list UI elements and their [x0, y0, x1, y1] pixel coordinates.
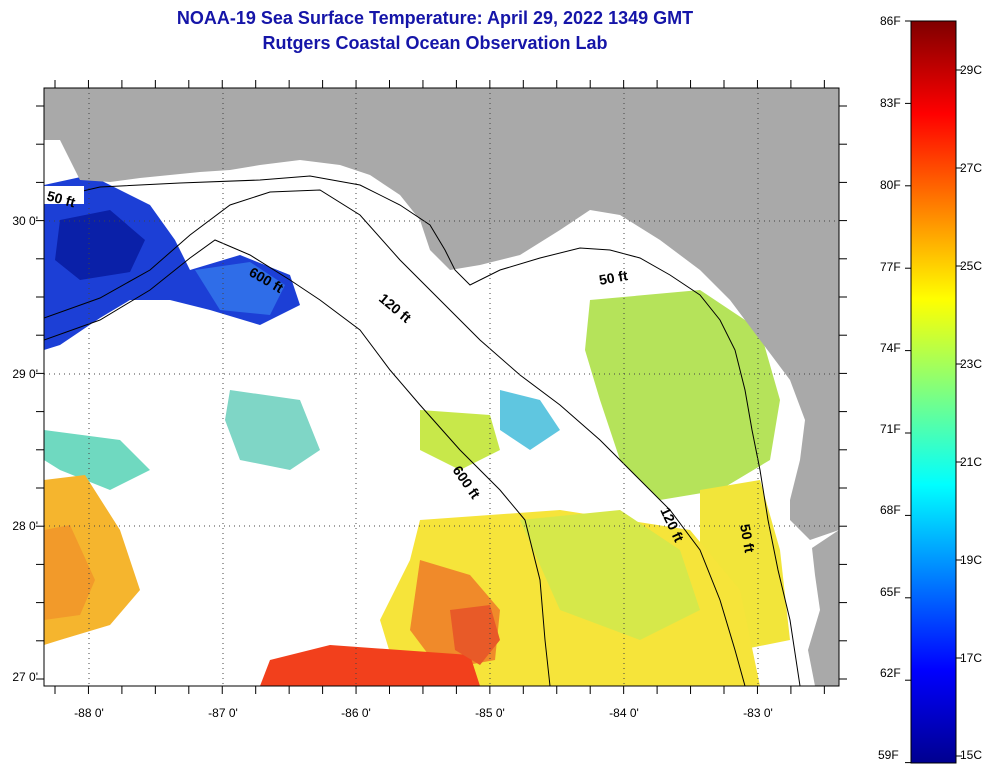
depth-contours [44, 175, 801, 686]
cb-c-19: 19C [960, 553, 983, 567]
lon-label-84: -84 0' [609, 706, 639, 720]
cb-f-62: 62F [880, 666, 901, 680]
cb-f-71: 71F [880, 422, 901, 436]
sst-patch-cyan-east [500, 390, 560, 450]
sst-patch-orange-west [44, 525, 95, 620]
colorbar [910, 20, 957, 764]
lat-label-28: 28 0' [12, 519, 38, 533]
contour-50ft [44, 175, 801, 686]
map-subtitle: Rutgers Coastal Ocean Observation Lab [262, 33, 608, 53]
sst-patch-cool-mid [195, 262, 285, 315]
cb-f-86: 86F [880, 14, 901, 28]
lon-label-85: -85 0' [475, 706, 505, 720]
contour-label-50ft-lower: 50 ft [737, 523, 758, 554]
sst-patch-teal-west [44, 430, 150, 490]
sst-patch-redorange-south [450, 605, 500, 665]
sst-patch-green-mid [420, 410, 500, 470]
lon-label-86: -86 0' [341, 706, 371, 720]
sst-patch-cold-deep [55, 210, 145, 280]
cb-f-59: 59F [878, 748, 899, 762]
contour-label-50ft-west: 50 ft [45, 187, 77, 210]
cb-c-27: 27C [960, 161, 983, 175]
lon-label-87: -87 0' [208, 706, 238, 720]
contour-600ft [44, 239, 551, 686]
sst-patch-greenyellow-south [520, 510, 700, 640]
cb-c-23: 23C [960, 357, 983, 371]
contour-label-50ft-upper: 50 ft [598, 267, 629, 288]
land-southeast [808, 530, 839, 686]
axis-ticks [36, 80, 847, 694]
cb-f-83: 83F [880, 96, 901, 110]
sst-patch-red-south [260, 645, 480, 686]
cb-f-80: 80F [880, 178, 901, 192]
cb-f-68: 68F [880, 503, 901, 517]
cb-f-65: 65F [880, 585, 901, 599]
lon-label-88: -88 0' [74, 706, 104, 720]
contour-120ft [44, 189, 746, 686]
map-title: NOAA-19 Sea Surface Temperature: April 2… [176, 8, 694, 28]
sst-patch-teal-mid [225, 390, 320, 470]
lat-label-27: 27 0' [12, 670, 38, 684]
cb-c-17: 17C [960, 651, 983, 665]
cb-f-74: 74F [880, 341, 901, 355]
colorbar-ticks [905, 20, 962, 764]
cb-c-15: 15C [960, 748, 983, 762]
map-border [43, 87, 840, 687]
cb-c-25: 25C [960, 259, 983, 273]
cb-c-29: 29C [960, 63, 983, 77]
map-frame: 50 ft 600 ft 120 ft 50 ft 600 ft 120 ft … [44, 88, 839, 686]
lon-label-83: -83 0' [743, 706, 773, 720]
cb-c-21: 21C [960, 455, 983, 469]
land [44, 88, 839, 540]
cb-f-77: 77F [880, 260, 901, 274]
lat-label-29: 29 0' [12, 367, 38, 381]
lat-label-30: 30 0' [12, 214, 38, 228]
